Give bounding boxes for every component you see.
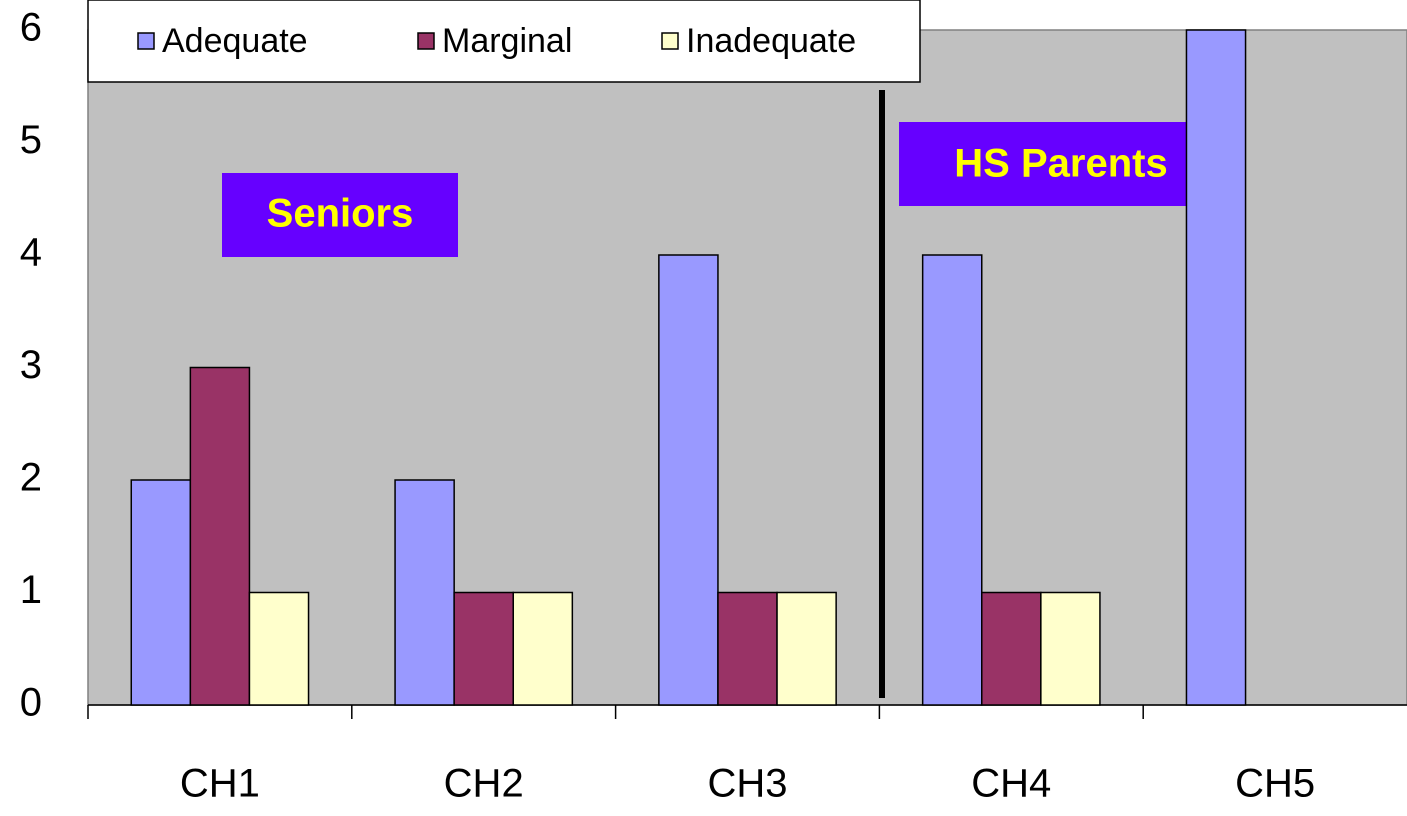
y-tick-label: 2 [20,456,42,500]
bar [776,591,837,706]
bar [189,366,251,706]
legend-label: Inadequate [686,22,856,60]
y-tick-label: 1 [20,568,42,612]
y-tick-label: 3 [20,343,42,387]
x-tick-label: CH1 [180,762,260,806]
bar [981,591,1042,706]
bar [1040,591,1101,706]
y-tick-label: 6 [20,6,42,50]
y-tick-label: 5 [20,118,42,162]
legend [87,0,921,83]
bar [512,591,574,706]
bar [1185,29,1247,706]
legend-swatch [137,32,155,50]
legend-label: Marginal [442,22,572,60]
y-tick-label: 4 [20,231,42,275]
x-tick-label: CH4 [971,762,1051,806]
x-tick-label: CH3 [707,762,787,806]
bar [658,254,719,706]
bar [453,591,514,706]
legend-label: Adequate [162,22,308,60]
bar [717,591,778,706]
x-tick-label: CH2 [444,762,524,806]
annotation-box [222,173,458,257]
bar [394,479,455,706]
bar [921,254,983,706]
bar [248,591,310,706]
x-tick-label: CH5 [1235,762,1315,806]
annotation-box [899,122,1223,206]
legend-swatch [417,32,435,50]
y-tick-label: 0 [20,681,42,725]
annotation: HS Parents [954,142,1167,186]
legend-swatch [661,32,679,50]
bar [130,479,192,706]
annotation: Seniors [267,192,414,236]
